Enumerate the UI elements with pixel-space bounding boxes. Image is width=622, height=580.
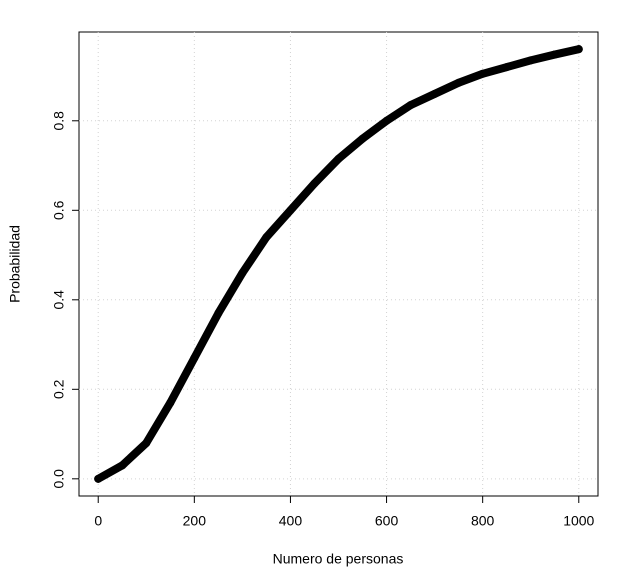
point — [334, 154, 343, 163]
x-tick-label: 200 — [183, 513, 207, 529]
point — [214, 309, 223, 318]
point — [118, 461, 127, 470]
point — [502, 63, 511, 72]
y-tick-label: 0.0 — [51, 469, 67, 489]
point — [430, 89, 439, 98]
point — [550, 50, 559, 59]
x-axis-label: Numero de personas — [273, 551, 404, 567]
point — [190, 353, 199, 362]
data-curve — [94, 45, 583, 483]
point — [310, 179, 319, 188]
point — [406, 101, 415, 110]
y-tick-label: 0.8 — [51, 111, 67, 131]
x-tick-label: 600 — [375, 513, 399, 529]
point — [286, 206, 295, 215]
y-axis-label: Probabilidad — [7, 225, 23, 303]
x-tick-label: 0 — [94, 513, 102, 529]
y-tick-label: 0.4 — [51, 290, 67, 310]
x-tick-label: 1000 — [563, 513, 594, 529]
y-tick-label: 0.6 — [51, 200, 67, 220]
x-tick-label: 400 — [279, 513, 303, 529]
point — [454, 78, 463, 87]
point — [526, 56, 535, 65]
point — [238, 268, 247, 277]
y-tick-label: 0.2 — [51, 379, 67, 399]
point — [166, 398, 175, 407]
point — [94, 474, 103, 483]
point — [478, 69, 487, 78]
point — [574, 45, 583, 54]
point — [358, 134, 367, 143]
point — [262, 233, 271, 242]
point — [382, 116, 391, 125]
point — [142, 439, 151, 448]
x-tick-label: 800 — [471, 513, 495, 529]
plot-box — [78, 31, 599, 497]
